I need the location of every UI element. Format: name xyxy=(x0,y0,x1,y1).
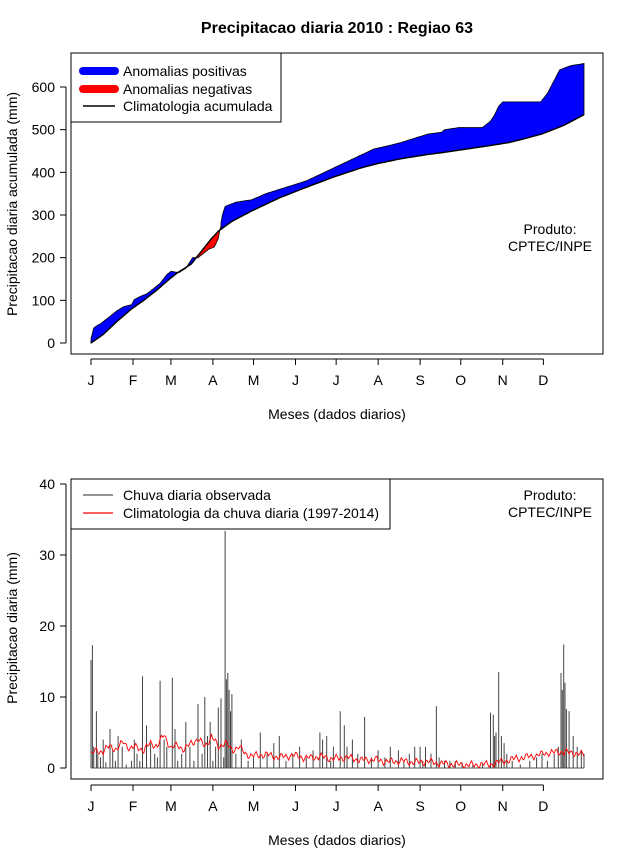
daily-x-tick-label: M xyxy=(165,798,177,814)
daily-x-tick-label: J xyxy=(292,798,299,814)
cumulative-x-tick-label: A xyxy=(373,372,383,388)
daily-climatology-line xyxy=(90,733,585,769)
daily-x-tick-label: M xyxy=(248,798,260,814)
cumulative-plot-frame xyxy=(70,52,604,355)
cumulative-plot-area xyxy=(90,63,585,344)
cumulative-product-label: Produto: xyxy=(524,221,577,237)
cumulative-y-tick-label: 600 xyxy=(32,79,56,95)
cumulative-x-tick-label: O xyxy=(455,372,466,388)
cumulative-y-tick-label: 300 xyxy=(32,207,56,223)
cumulative-x-tick-label: A xyxy=(208,372,218,388)
daily-x-tick-label: A xyxy=(373,798,383,814)
cumulative-x-tick-label: N xyxy=(498,372,508,388)
daily-y-tick-label: 40 xyxy=(39,476,55,492)
daily-x-tick-label: S xyxy=(415,798,424,814)
cumulative-y-tick-label: 500 xyxy=(32,122,56,138)
cumulative-y-tick-label: 100 xyxy=(32,292,56,308)
daily-x-tick-label: J xyxy=(333,798,340,814)
cumulative-y-tick-label: 400 xyxy=(32,164,56,180)
cumulative-x-tick-label: M xyxy=(248,372,260,388)
cumulative-x-tick-label: J xyxy=(88,372,95,388)
daily-product-source: CPTEC/INPE xyxy=(508,504,592,520)
cumulative-x-axis-label: Meses (dados diarios) xyxy=(268,406,406,422)
daily-x-tick-label: F xyxy=(129,798,138,814)
daily-x-tick-label: D xyxy=(538,798,548,814)
cumulative-x-tick-label: S xyxy=(415,372,424,388)
daily-y-tick-label: 10 xyxy=(39,689,55,705)
cumulative-x-tick-label: J xyxy=(292,372,299,388)
cumulative-y-tick-label: 0 xyxy=(47,335,55,351)
cumulative-x-tick-label: J xyxy=(333,372,340,388)
daily-plot-area xyxy=(90,530,585,769)
chart-title: Precipitacao diaria 2010 : Regiao 63 xyxy=(201,20,473,37)
cumulative-legend-label: Climatologia acumulada xyxy=(123,98,273,114)
cumulative-y-axis-label: Precipitacao diaria acumulada (mm) xyxy=(4,92,20,316)
daily-legend-label: Chuva diaria observada xyxy=(123,487,271,503)
daily-x-tick-label: N xyxy=(498,798,508,814)
cumulative-x-tick-label: M xyxy=(165,372,177,388)
cumulative-legend-label: Anomalias negativas xyxy=(123,81,252,97)
daily-y-tick-label: 30 xyxy=(39,547,55,563)
daily-legend-box xyxy=(70,478,391,530)
daily-legend-label: Climatologia da chuva diaria (1997-2014) xyxy=(123,505,379,521)
daily-product-label: Produto: xyxy=(524,487,577,503)
daily-x-tick-label: J xyxy=(88,798,95,814)
daily-y-tick-label: 0 xyxy=(47,760,55,776)
cumulative-x-tick-label: D xyxy=(538,372,548,388)
cumulative-legend-label: Anomalias positivas xyxy=(123,63,247,79)
daily-x-tick-label: A xyxy=(208,798,218,814)
cumulative-y-tick-label: 200 xyxy=(32,250,56,266)
cumulative-x-tick-label: F xyxy=(129,372,138,388)
daily-y-axis-label: Precipitacao diaria (mm) xyxy=(4,552,20,704)
daily-y-tick-label: 20 xyxy=(39,618,55,634)
daily-x-tick-label: O xyxy=(455,798,466,814)
daily-x-axis-label: Meses (dados diarios) xyxy=(268,832,406,848)
climatology-cumulative-line xyxy=(90,114,585,344)
cumulative-product-source: CPTEC/INPE xyxy=(508,238,592,254)
